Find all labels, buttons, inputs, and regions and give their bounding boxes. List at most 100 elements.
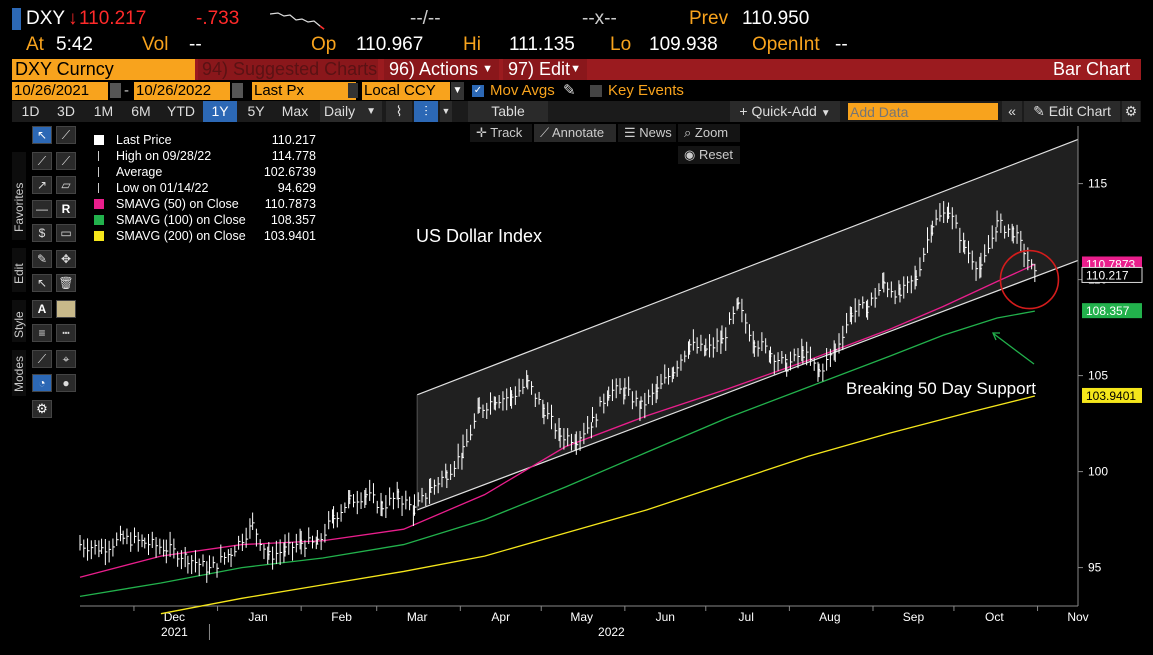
caret-down-icon: ▼ [482,63,493,75]
legend-item[interactable]: Last Price 110.217 [94,132,322,148]
mov-avgs-checkbox[interactable]: ✓ [472,85,484,97]
key-events-checkbox[interactable] [590,85,602,97]
legend-label: SMAVG (50) on Close [116,197,239,211]
quick-add-button[interactable]: + Quick-Add ▼ [730,101,840,122]
low-price: 109.938 [649,34,718,55]
news-button[interactable]: ☰ News [618,124,676,142]
fill-color-icon[interactable] [56,300,76,318]
edit-menu[interactable]: 97) Edit ▼ [503,59,587,80]
favorites-tab[interactable]: Favorites [12,152,26,240]
range-max[interactable]: Max [281,103,309,119]
dropdown-icon[interactable] [348,83,358,98]
measure-icon[interactable]: $ [32,224,52,242]
fibonacci-icon[interactable]: R [56,200,76,218]
range-6m[interactable]: 6M [131,103,151,119]
legend-label: High on 09/28/22 [116,149,212,163]
ray-icon[interactable]: ⟋ [56,152,76,170]
y-value-badge-label: 110.217 [1086,268,1129,282]
arrow-tool-icon[interactable]: ↗ [32,176,52,194]
trash-icon[interactable]: 🗑 [56,274,76,292]
last-price: 110.217 [79,8,147,29]
line-style-icon[interactable]: ┅ [56,324,76,342]
annotate-icon: ⟋ [540,125,552,140]
range-3d[interactable]: 3D [57,103,75,119]
edit-tab[interactable]: Edit [12,248,26,292]
legend-item[interactable]: Low on 01/14/22 94.629 [94,180,322,196]
range-1d[interactable]: 1D [21,103,40,119]
series-line [79,310,1035,598]
text-style-icon[interactable]: A [32,300,52,318]
line-chart-icon[interactable]: ⌇ [386,101,412,122]
zoom-button[interactable]: ⌕ Zoom [678,124,740,142]
start-date-field[interactable]: 10/26/2021 [12,82,108,100]
table-button[interactable]: Table [468,101,548,122]
price-field-select[interactable]: Last Px [252,82,356,100]
x-tick-label: May [570,610,593,624]
horizontal-line-icon[interactable]: — [32,200,52,218]
end-date-field[interactable]: 10/26/2022 [134,82,230,100]
channel-fill [417,139,1078,510]
suggested-charts-button[interactable]: 94) Suggested Charts [198,59,378,80]
security-field[interactable]: DXY Curncy [12,59,195,80]
style-tab[interactable]: Style [12,300,26,342]
vol-label: Vol [142,34,169,55]
x-tick-label: Jan [248,610,267,624]
legend-value: 110.7873 [264,197,316,211]
actions-menu[interactable]: 96) Actions ▼ [384,59,499,80]
period-select[interactable]: Daily ▼ [320,101,382,122]
reset-button[interactable]: ◉ Reset [678,146,740,164]
y-value-badge-label: 103.9401 [1086,389,1136,403]
legend-item[interactable]: SMAVG (50) on Close 110.7873 [94,196,322,212]
move-icon[interactable]: ✥ [56,250,76,268]
line-width-icon[interactable]: ≡ [32,324,52,342]
snap-mode-icon[interactable]: ◔ [32,374,52,392]
legend-item[interactable]: High on 09/28/22 114.778 [94,148,322,164]
x-tick-label: Feb [331,610,352,624]
pen-icon[interactable]: ✎ [32,250,52,268]
trendline-icon[interactable]: ⟋ [32,152,52,170]
legend-item[interactable]: Average 102.6739 [94,164,322,180]
x-tick-label: Aug [819,610,840,624]
edit-chart-button[interactable]: ✎ Edit Chart [1024,101,1120,122]
modes-tab[interactable]: Modes [12,350,26,396]
chart-type-dropdown-icon[interactable]: ▼ [440,101,452,122]
legend-item[interactable]: SMAVG (100) on Close 108.357 [94,212,322,228]
x-tick-label: Nov [1067,610,1088,624]
legend-value: 94.629 [277,181,316,195]
date-separator: - [124,82,129,99]
channel-icon[interactable]: ▱ [56,176,76,194]
collapse-icon[interactable]: « [1002,101,1022,122]
magnet-icon[interactable]: ⌖ [56,350,76,368]
pointer-icon[interactable]: ↖ [32,126,52,144]
legend-label: Low on 01/14/22 [116,181,209,195]
range-5y[interactable]: 5Y [247,103,265,119]
currency-select[interactable]: Local CCY [362,82,450,100]
calendar-icon[interactable] [232,83,243,98]
pencil-icon[interactable]: ✎ [563,82,576,99]
quick-add-label: + Quick-Add [739,103,817,119]
track-button[interactable]: ✛ Track [470,124,532,142]
dropdown-icon[interactable]: ▼ [451,82,464,100]
rectangle-icon[interactable]: ▭ [56,224,76,242]
gear-icon[interactable]: ⚙ [32,400,52,418]
annotate-button[interactable]: ⟋ Annotate [534,124,616,142]
open-price: 110.967 [356,34,424,55]
x-year-label: 2021 [161,625,188,639]
low-label: Lo [610,34,632,55]
chart-title: Bar Chart [1052,59,1130,79]
news-label: News [639,125,672,140]
line-tool-icon[interactable]: ⟋ [56,126,76,144]
select-icon[interactable]: ↖ [32,274,52,292]
range-ytd[interactable]: YTD [167,103,195,119]
bar-chart-icon[interactable]: ⫶ [414,101,438,122]
range-1m[interactable]: 1M [93,103,114,119]
gear-icon[interactable]: ⚙ [1122,101,1140,122]
reset-icon: ◉ [684,147,699,162]
add-data-input[interactable] [848,103,998,120]
range-1y[interactable]: 1Y [203,101,237,122]
legend-item[interactable]: SMAVG (200) on Close 103.9401 [94,228,322,244]
calendar-icon[interactable] [110,83,121,98]
crosshair-mode-icon[interactable]: ⟋ [32,350,52,368]
color-mode-icon[interactable]: ● [56,374,76,392]
